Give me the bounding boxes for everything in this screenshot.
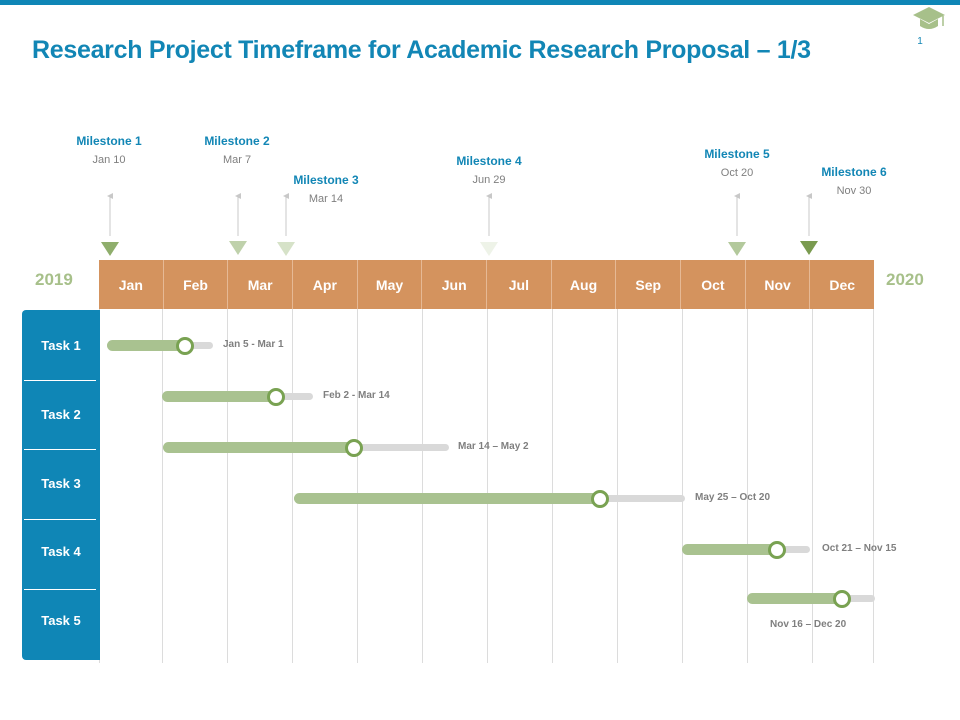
milestone-date: Jun 29 xyxy=(472,174,506,186)
bar-fill xyxy=(294,493,602,504)
month-jun: Jun xyxy=(422,260,488,309)
milestone-marker-icon xyxy=(800,241,818,255)
task-label-5: Task 5 xyxy=(41,613,81,628)
month-feb: Feb xyxy=(164,260,229,309)
end-year: 2020 xyxy=(886,270,924,289)
milestone-title: Milestone 4 xyxy=(456,154,522,168)
milestone-marker-icon xyxy=(277,242,295,256)
range-label: Feb 2 - Mar 14 xyxy=(323,390,390,401)
milestone-title: Milestone 3 xyxy=(293,173,359,187)
month-header: Jan Feb Mar Apr May Jun Jul Aug Sep Oct … xyxy=(99,260,874,309)
range-label: Jan 5 - Mar 1 xyxy=(223,339,284,350)
grid-line xyxy=(227,309,228,663)
grid-line xyxy=(292,309,293,663)
milestone-date: Mar 14 xyxy=(308,193,344,205)
milestone-date: Mar 7 xyxy=(222,154,252,166)
grid-line xyxy=(162,309,163,663)
bar-fill xyxy=(162,391,277,402)
grid-line xyxy=(617,309,618,663)
progress-knob xyxy=(267,388,285,406)
task-divider xyxy=(24,380,96,381)
bar-fill xyxy=(107,340,187,351)
milestone-marker-icon xyxy=(101,242,119,256)
month-oct: Oct xyxy=(681,260,746,309)
milestone-title: Milestone 6 xyxy=(821,165,887,179)
milestone-date: Jan 10 xyxy=(92,154,126,166)
grid-line xyxy=(812,309,813,663)
grid-line xyxy=(552,309,553,663)
grid-line xyxy=(873,309,874,663)
progress-knob xyxy=(591,490,609,508)
task-label-2: Task 2 xyxy=(41,407,81,422)
month-jul: Jul xyxy=(487,260,552,309)
milestone-marker-icon xyxy=(728,242,746,256)
task-divider xyxy=(24,519,96,520)
task-panel: Task 1 Task 2 Task 3 Task 4 Task 5 xyxy=(22,310,100,660)
milestone-marker-icon xyxy=(229,241,247,255)
task-label-4: Task 4 xyxy=(41,544,81,559)
task-divider xyxy=(24,449,96,450)
grid-line xyxy=(357,309,358,663)
month-nov: Nov xyxy=(746,260,811,309)
progress-knob xyxy=(833,590,851,608)
range-label: May 25 – Oct 20 xyxy=(695,492,771,503)
grid-line xyxy=(747,309,748,663)
progress-knob xyxy=(176,337,194,355)
range-label: Mar 14 – May 2 xyxy=(458,441,529,452)
top-accent-bar xyxy=(0,0,960,5)
milestone-4: Milestone 4 Jun 29 xyxy=(429,154,549,186)
month-apr: Apr xyxy=(293,260,358,309)
milestone-title: Milestone 5 xyxy=(704,147,770,161)
month-sep: Sep xyxy=(616,260,682,309)
bar-fill xyxy=(682,544,778,555)
graduation-cap-icon xyxy=(913,7,945,29)
page-number: 1 xyxy=(917,36,923,47)
milestone-3: Milestone 3 Mar 14 xyxy=(266,173,386,205)
task-divider xyxy=(24,589,96,590)
month-may: May xyxy=(358,260,423,309)
milestone-title: Milestone 2 xyxy=(204,134,270,148)
progress-knob xyxy=(345,439,363,457)
grid-line xyxy=(682,309,683,663)
start-year: 2019 xyxy=(35,270,73,289)
milestone-marker-icon xyxy=(480,242,498,256)
range-label: Oct 21 – Nov 15 xyxy=(822,543,897,554)
milestone-1: Milestone 1 Jan 10 xyxy=(49,134,169,166)
milestone-6: Milestone 6 Nov 30 xyxy=(794,165,914,197)
milestone-5: Milestone 5 Oct 20 xyxy=(677,147,797,179)
milestone-date: Oct 20 xyxy=(720,167,754,179)
range-label: Nov 16 – Dec 20 xyxy=(770,619,847,630)
progress-knob xyxy=(768,541,786,559)
month-dec: Dec xyxy=(829,276,856,293)
month-jan: Jan xyxy=(99,260,164,309)
month-mar: Mar xyxy=(228,260,294,309)
grid-line xyxy=(487,309,488,663)
grid-line xyxy=(422,309,423,663)
milestone-2: Milestone 2 Mar 7 xyxy=(177,134,297,166)
month-aug: Aug xyxy=(552,260,617,309)
task-label-3: Task 3 xyxy=(41,476,81,491)
bar-fill xyxy=(163,442,356,453)
milestone-title: Milestone 1 xyxy=(76,134,142,148)
page-title: Research Project Timeframe for Academic … xyxy=(32,36,811,64)
task-label-1: Task 1 xyxy=(41,338,81,353)
milestone-date: Nov 30 xyxy=(836,185,872,197)
bar-fill xyxy=(747,593,844,604)
